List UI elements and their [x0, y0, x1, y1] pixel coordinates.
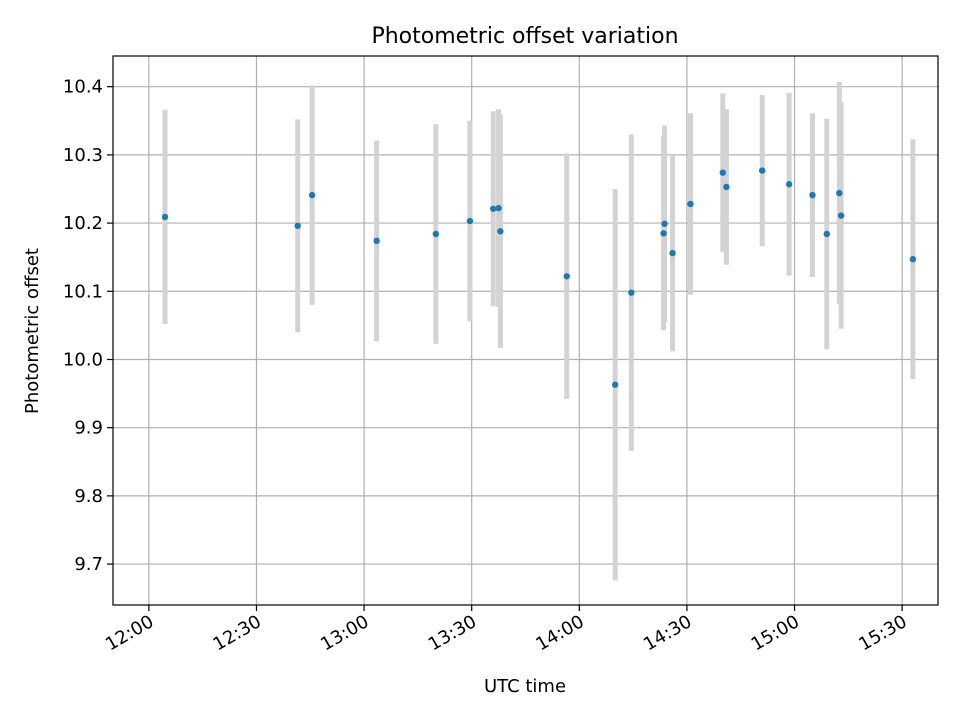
- data-point: [628, 289, 635, 296]
- data-point: [466, 217, 474, 225]
- data-point: [373, 237, 380, 245]
- data-points: [161, 167, 917, 388]
- data-point: [660, 230, 667, 237]
- y-axis-label: Photometric offset: [22, 248, 43, 414]
- data-point: [719, 169, 726, 176]
- x-tick-label: 15:30: [855, 611, 910, 655]
- data-point: [823, 230, 831, 238]
- data-point: [432, 230, 440, 238]
- y-tick-label: 10.0: [63, 349, 103, 370]
- chart-title: Photometric offset variation: [371, 24, 678, 49]
- x-axis-label: UTC time: [484, 676, 566, 697]
- x-tick-label: 12:00: [102, 611, 157, 655]
- data-point: [836, 189, 843, 197]
- grid-lines: [113, 56, 938, 605]
- y-tick-label: 9.8: [74, 486, 103, 507]
- x-tick-label: 15:00: [748, 611, 803, 655]
- y-tick-label: 10.4: [63, 77, 103, 98]
- y-tick-label: 9.7: [74, 554, 103, 575]
- data-point: [497, 228, 504, 235]
- y-tick-label: 9.9: [74, 418, 103, 439]
- x-tick-label: 13:30: [425, 611, 480, 655]
- data-point: [785, 181, 793, 188]
- y-tick-label: 10.2: [63, 213, 103, 234]
- data-point: [909, 256, 917, 263]
- data-point: [308, 191, 316, 199]
- data-point: [611, 381, 619, 388]
- data-point: [687, 200, 694, 208]
- data-point: [495, 204, 502, 212]
- data-point: [294, 222, 301, 230]
- x-tick-label: 13:00: [317, 611, 372, 655]
- x-tick-label: 12:30: [210, 611, 265, 655]
- y-tick-label: 10.1: [63, 281, 103, 302]
- data-point: [563, 273, 570, 280]
- x-tick-label: 14:00: [532, 611, 587, 655]
- data-point: [161, 213, 169, 221]
- y-tick-label: 10.3: [63, 145, 103, 166]
- x-tick-label: 14:30: [640, 611, 695, 655]
- plot-area-frame: [112, 55, 939, 606]
- data-point: [490, 205, 497, 212]
- data-point: [809, 191, 816, 199]
- data-point: [669, 249, 676, 257]
- data-point: [759, 167, 766, 174]
- error-bars: [162, 81, 916, 581]
- data-point: [661, 220, 668, 227]
- axis-ticks: 12:00 12:30 13:00 13:30 14:00 14:30 15:00 15:30…: [63, 77, 911, 656]
- data-point: [837, 212, 845, 219]
- data-point: [723, 183, 730, 191]
